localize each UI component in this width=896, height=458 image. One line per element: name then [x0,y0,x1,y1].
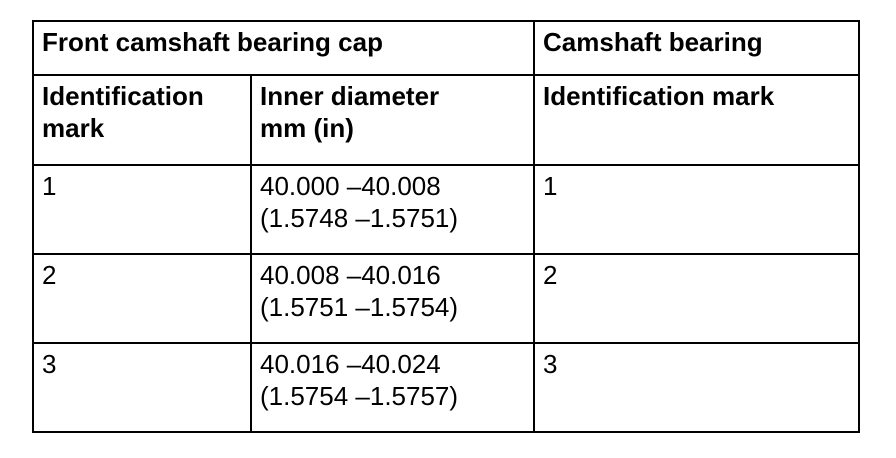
diameter-mm: 40.016 –40.024 [260,349,441,379]
cap-mark-cell: 3 [32,342,252,433]
bearing-mark-cell: 3 [533,342,860,433]
header-cap-identification-mark: Identification mark [32,74,252,166]
inner-diameter-cell: 40.008 –40.016 (1.5751 –1.5754) [250,253,535,344]
header-text-line: Inner diameter [260,81,440,111]
header-row-groups: Front camshaft bearing cap Camshaft bear… [32,20,860,76]
header-row-columns: Identification mark Inner diameter mm (i… [32,74,860,166]
header-camshaft-bearing: Camshaft bearing [533,20,860,76]
header-front-camshaft-bearing-cap: Front camshaft bearing cap [32,20,535,76]
table-row: 1 40.000 –40.008 (1.5748 –1.5751) 1 [32,164,860,255]
diameter-mm: 40.008 –40.016 [260,260,441,290]
cap-mark-cell: 1 [32,164,252,255]
diameter-in: (1.5754 –1.5757) [260,381,459,411]
diameter-mm: 40.000 –40.008 [260,171,441,201]
bearing-mark-cell: 2 [533,253,860,344]
table-row: 3 40.016 –40.024 (1.5754 –1.5757) 3 [32,342,860,433]
cap-mark-cell: 2 [32,253,252,344]
inner-diameter-cell: 40.016 –40.024 (1.5754 –1.5757) [250,342,535,433]
header-bearing-identification-mark: Identification mark [533,74,860,166]
diameter-in: (1.5748 –1.5751) [260,203,459,233]
camshaft-bearing-spec-table: Front camshaft bearing cap Camshaft bear… [32,20,860,433]
table-row: 2 40.008 –40.016 (1.5751 –1.5754) 2 [32,253,860,344]
diameter-in: (1.5751 –1.5754) [260,292,459,322]
header-inner-diameter: Inner diameter mm (in) [250,74,535,166]
header-text-line: mark [42,113,105,143]
header-text-line: Identification [42,81,204,111]
inner-diameter-cell: 40.000 –40.008 (1.5748 –1.5751) [250,164,535,255]
bearing-mark-cell: 1 [533,164,860,255]
header-text-line: mm (in) [260,113,354,143]
